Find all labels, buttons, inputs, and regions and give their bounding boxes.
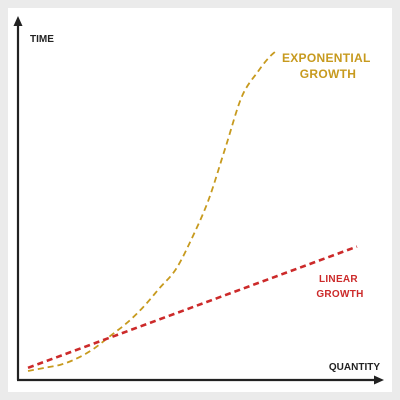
exponential-growth-label: EXPONENTIAL GROWTH xyxy=(282,51,374,81)
exponential-growth-label-line-2: GROWTH xyxy=(300,67,356,81)
linear-growth-label: LINEAR GROWTH xyxy=(316,274,363,300)
y-axis-arrow xyxy=(13,16,23,26)
exponential-growth-label-line-1: EXPONENTIAL xyxy=(282,51,370,65)
exponential-growth-line xyxy=(27,51,276,372)
linear-growth-label-line-2: GROWTH xyxy=(316,289,363,300)
x-axis-arrow xyxy=(374,375,384,385)
chart-frame xyxy=(8,8,392,392)
linear-growth-line xyxy=(27,245,358,370)
x-axis-label: QUANTITY xyxy=(329,362,380,373)
y-axis-label: TIME xyxy=(30,34,54,45)
linear-growth-label-line-1: LINEAR xyxy=(319,274,358,285)
